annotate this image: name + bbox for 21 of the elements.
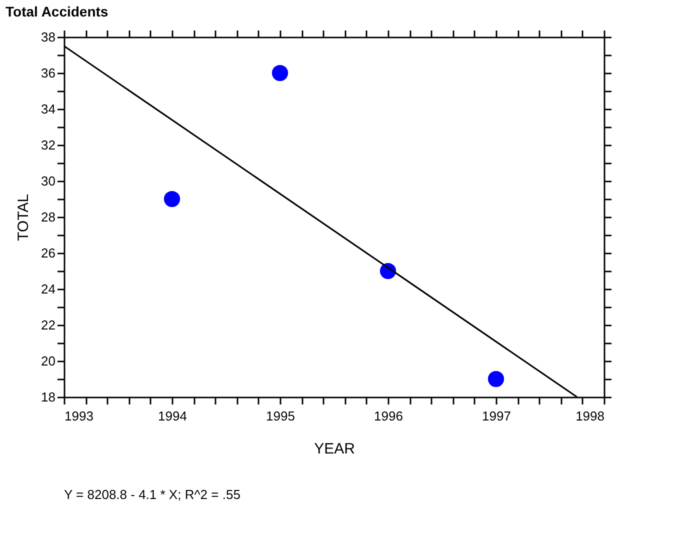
- y-tick-label: 28: [41, 210, 56, 224]
- y-tick-label: 22: [41, 318, 56, 332]
- y-tick-label: 26: [41, 246, 56, 260]
- y-axis-title: TOTAL: [15, 194, 32, 241]
- y-tick-label: 36: [41, 66, 56, 80]
- y-tick-label: 38: [41, 30, 56, 44]
- chart-title: Total Accidents: [6, 3, 108, 20]
- text: Y = 8208.8 - 4.1 * X; R^2 = .55: [64, 487, 240, 502]
- x-tick-label: 1994: [158, 408, 187, 424]
- y-tick-label: 34: [41, 102, 56, 116]
- y-tick-label: 32: [41, 138, 56, 152]
- x-tick-label: 1996: [374, 408, 403, 424]
- x-tick-label: 1995: [266, 408, 295, 424]
- y-tick-label: 30: [41, 174, 56, 188]
- x-axis-title: YEAR: [314, 440, 356, 458]
- y-tick-label: 24: [41, 282, 56, 296]
- x-tick-label: 1997: [482, 408, 511, 424]
- y-tick-label: 20: [41, 354, 56, 368]
- y-tick-label: 18: [41, 390, 56, 404]
- x-tick-label: 1998: [576, 408, 604, 424]
- x-tick-label: 1993: [64, 408, 94, 424]
